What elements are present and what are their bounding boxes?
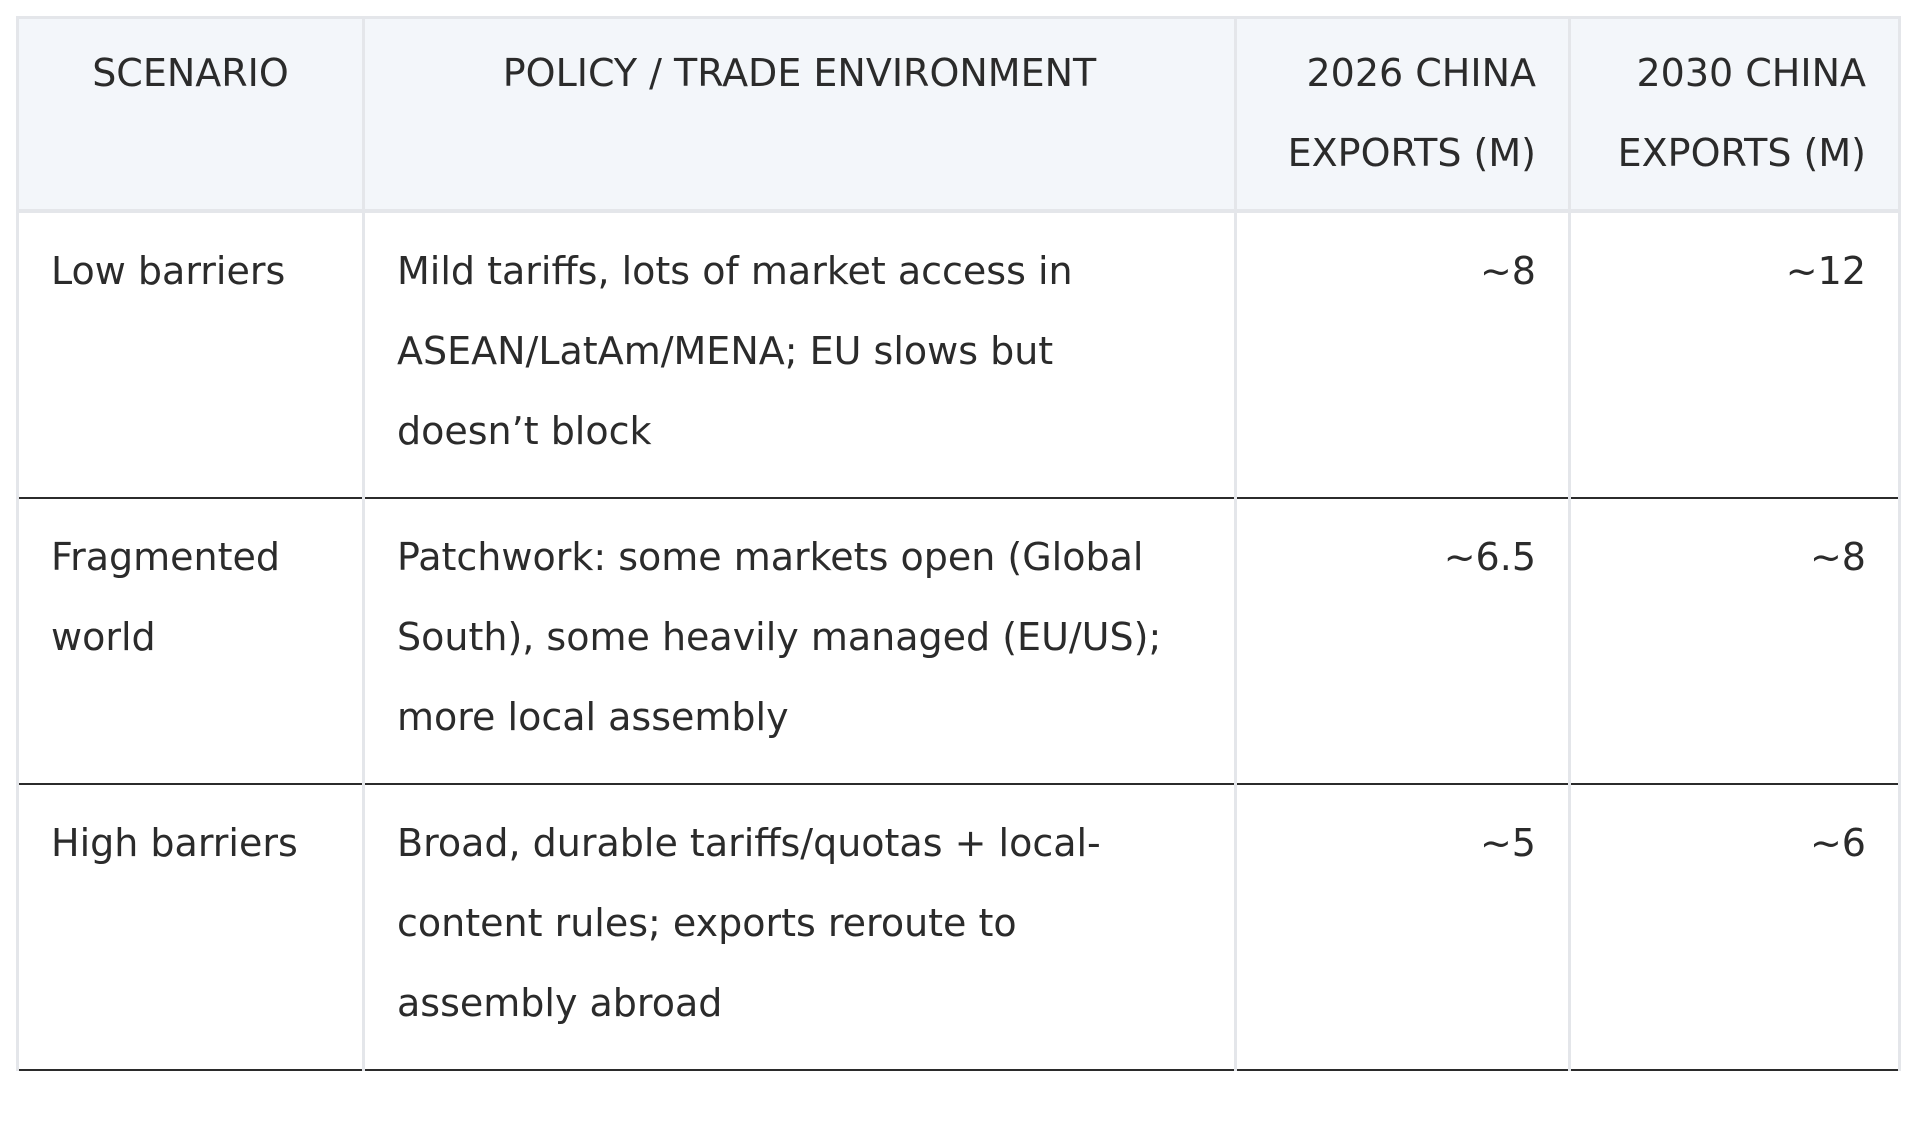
exports-2026-cell: ~6.5 <box>1234 498 1571 784</box>
scenario-cell: High barriers <box>16 784 365 1070</box>
exports-2026-cell: ~5 <box>1234 784 1571 1070</box>
header-2030-exports: 2030 China exports (M) <box>1568 16 1901 213</box>
header-scenario: Scenario <box>16 16 365 213</box>
header-2026-exports: 2026 China exports (M) <box>1234 16 1571 213</box>
exports-2030-cell: ~12 <box>1568 211 1901 498</box>
scenario-table: Scenario Policy / trade environment 2026… <box>16 16 1901 1071</box>
scenario-cell: Fragmented world <box>16 498 365 784</box>
exports-2026-cell: ~8 <box>1234 211 1571 498</box>
table-row: Low barriers Mild tariffs, lots of marke… <box>16 211 1901 498</box>
table-row: High barriers Broad, durable tariffs/quo… <box>16 784 1901 1070</box>
policy-cell: Patchwork: some markets open (Global Sou… <box>362 498 1237 784</box>
exports-2030-cell: ~8 <box>1568 498 1901 784</box>
header-row: Scenario Policy / trade environment 2026… <box>16 16 1901 213</box>
policy-cell: Mild tariffs, lots of market access in A… <box>362 211 1237 498</box>
policy-cell: Broad, durable tariffs/quotas + local-co… <box>362 784 1237 1070</box>
exports-2030-cell: ~6 <box>1568 784 1901 1070</box>
table-row: Fragmented world Patchwork: some markets… <box>16 498 1901 784</box>
header-policy: Policy / trade environment <box>362 16 1237 213</box>
scenario-cell: Low barriers <box>16 211 365 498</box>
